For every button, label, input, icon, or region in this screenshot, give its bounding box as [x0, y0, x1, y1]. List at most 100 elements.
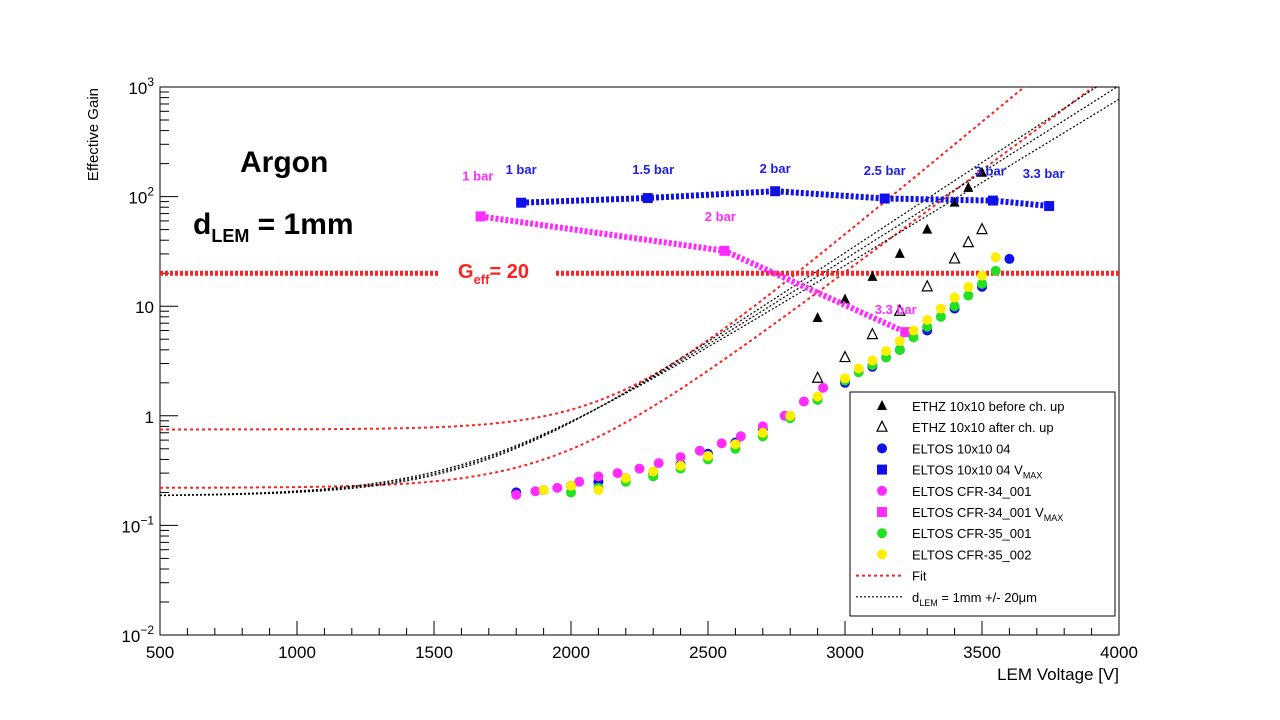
point-eltos-cfr-35-002: [757, 427, 768, 438]
point-eltos-cfr-35-002: [648, 466, 659, 477]
pressure-label: 2 bar: [760, 161, 791, 176]
point-ethz-10x10-after-ch-up: [811, 370, 824, 383]
pressure-label: 3 bar: [975, 164, 1006, 179]
point-eltos-cfr-35-002: [675, 460, 686, 471]
point-eltos-cfr-35-002: [785, 410, 796, 421]
point-ethz-10x10-before-ch-up: [812, 312, 823, 323]
point-eltos-cfr-35-002: [949, 292, 960, 303]
legend-label: ETHZ 10x10 after ch. up: [912, 420, 1054, 435]
point-eltos-10x10-04-v-max: [770, 186, 781, 197]
legend-symbol: [877, 443, 887, 454]
legend-label: ELTOS CFR-34_001: [912, 484, 1031, 499]
point-ethz-10x10-before-ch-up: [840, 293, 850, 304]
point-ethz-10x10-after-ch-up: [921, 279, 934, 292]
x-tick-label: 2000: [552, 643, 590, 662]
point-eltos-cfr-35-002: [935, 303, 946, 314]
gas-annotation: Argon: [240, 146, 328, 179]
geff-main: G: [458, 261, 474, 283]
point-eltos-10x10-04-v-max: [879, 193, 890, 204]
x-tick-label: 3000: [826, 643, 864, 662]
point-eltos-10x10-04-v-max: [987, 195, 998, 206]
point-eltos-cfr-35-002: [908, 325, 919, 336]
geff-rest: = 20: [489, 261, 528, 283]
legend-box: [849, 391, 1116, 617]
legend-label: ELTOS CFR-35_001: [912, 526, 1031, 541]
legend-entry: dLEM = 1mm +/- 20μm: [856, 590, 1037, 608]
legend-symbol: [877, 549, 887, 560]
pressure-label: 3.3 bar: [875, 302, 917, 317]
point-eltos-cfr-35-002: [894, 336, 905, 347]
point-eltos-10x10-04: [1004, 253, 1015, 264]
legend-label: ELTOS 10x10 04: [912, 441, 1011, 456]
y-axis-label: Effective Gain: [85, 88, 102, 181]
geff-sub: eff: [474, 272, 491, 287]
x-tick-label: 500: [146, 643, 174, 662]
legend-entry: ELTOS 10x10 04 VMAX: [877, 463, 1042, 481]
point-eltos-cfr-34-001-v-max: [719, 245, 730, 256]
point-eltos-cfr-34-001: [634, 463, 645, 474]
dlem-band-curve: [160, 87, 1098, 497]
plot-frame: [159, 86, 1120, 636]
point-eltos-cfr-35-001: [935, 311, 946, 322]
dlem-annotation: dLEM = 1mm: [193, 208, 354, 246]
legend-label: Fit: [912, 569, 927, 584]
point-eltos-cfr-35-002: [730, 439, 741, 450]
y-tick-label: 1: [145, 408, 154, 427]
legend-entry: ELTOS CFR-35_002: [877, 547, 1031, 562]
point-ethz-10x10-before-ch-up: [963, 181, 974, 192]
dlem-rest: = 1mm: [249, 208, 353, 241]
point-eltos-cfr-34-001: [798, 396, 809, 407]
point-eltos-cfr-34-001: [593, 471, 604, 482]
dlem-band-curve: [160, 87, 1119, 496]
y-tick-label: 10−2: [121, 623, 154, 646]
legend-symbol: [876, 419, 888, 432]
pressure-label: 1 bar: [462, 169, 493, 184]
point-ethz-10x10-before-ch-up: [922, 223, 933, 234]
point-eltos-cfr-35-002: [963, 281, 974, 292]
legend-symbol: [877, 485, 887, 496]
point-ethz-10x10-after-ch-up: [948, 251, 961, 264]
geff-annotation: Geff= 20: [458, 261, 529, 287]
legend-entry: ELTOS 10x10 04: [877, 441, 1011, 456]
point-eltos-cfr-35-002: [703, 450, 713, 461]
point-eltos-cfr-34-001: [716, 438, 727, 449]
x-axis-label: LEM Voltage [V]: [997, 665, 1119, 684]
point-eltos-cfr-35-002: [853, 363, 864, 374]
legend-label: ELTOS 10x10 04 VMAX: [912, 463, 1042, 481]
point-eltos-cfr-34-001-v-max: [475, 211, 486, 222]
point-eltos-cfr-35-002: [566, 480, 576, 491]
point-ethz-10x10-after-ch-up: [962, 235, 975, 248]
point-eltos-cfr-34-001: [511, 489, 522, 500]
point-eltos-cfr-34-001: [653, 458, 664, 469]
point-eltos-cfr-35-002: [867, 355, 878, 366]
legend-label: ELTOS CFR-34_001 VMAX: [912, 505, 1063, 523]
y-tick-label: 103: [128, 75, 154, 98]
point-eltos-cfr-35-002: [538, 485, 549, 496]
vmax-connector: [520, 188, 1050, 209]
point-eltos-cfr-35-002: [620, 473, 631, 484]
point-eltos-cfr-34-001-v-max: [900, 327, 911, 338]
point-eltos-cfr-34-001: [694, 445, 705, 456]
point-eltos-cfr-35-002: [977, 270, 987, 281]
point-eltos-cfr-35-002: [922, 314, 933, 325]
y-tick-label: 102: [128, 185, 154, 208]
legend-entry: Fit: [856, 569, 927, 584]
point-eltos-cfr-34-001: [552, 482, 563, 493]
pressure-label: 2.5 bar: [864, 163, 906, 178]
point-eltos-cfr-34-001: [612, 468, 623, 479]
x-tick-label: 2500: [689, 643, 727, 662]
legend-entry: ELTOS CFR-34_001 VMAX: [877, 505, 1063, 523]
point-ethz-10x10-before-ch-up: [894, 247, 905, 258]
x-tick-label: 1000: [278, 643, 316, 662]
point-eltos-cfr-34-001: [735, 431, 746, 442]
legend-label: dLEM = 1mm +/- 20μm: [912, 590, 1037, 608]
point-eltos-cfr-35-001: [949, 301, 960, 312]
legend-symbol: [877, 507, 887, 517]
legend: ETHZ 10x10 before ch. up ETHZ 10x10 after…: [849, 391, 1116, 617]
point-eltos-10x10-04-v-max: [516, 197, 527, 208]
dlem-sub: LEM: [211, 226, 249, 246]
point-eltos-cfr-35-001: [990, 265, 1001, 276]
legend-entry: ELTOS CFR-35_001: [877, 526, 1031, 541]
point-eltos-cfr-35-001: [963, 290, 974, 301]
